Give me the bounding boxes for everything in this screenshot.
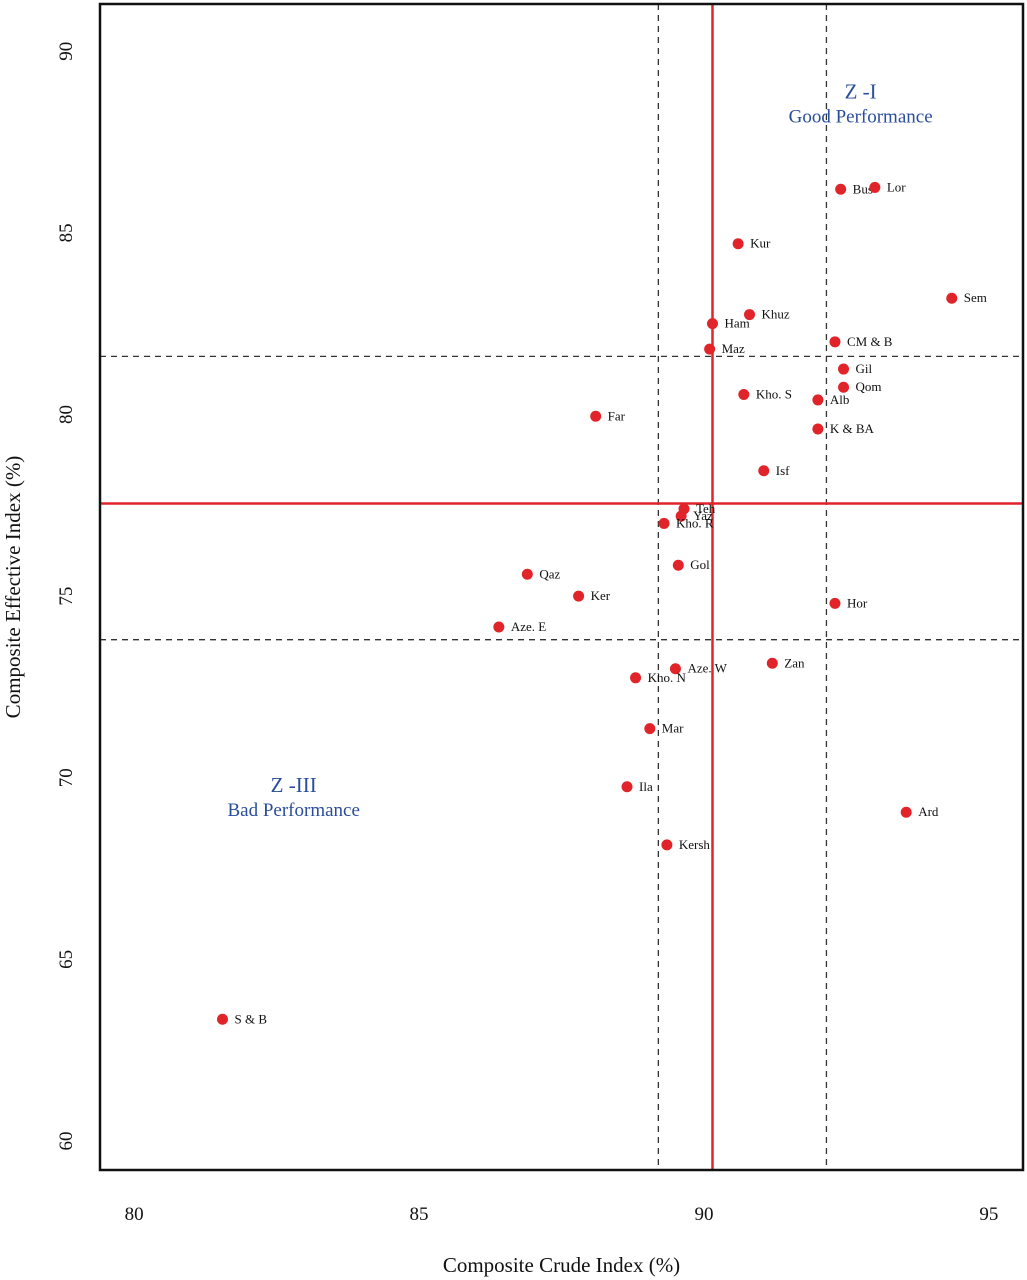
zone-title: Z -III [271,773,317,797]
y-tick-label: 90 [56,42,77,61]
plot-frame [98,2,1025,1172]
point-label: Gil [856,361,873,376]
data-point [900,806,912,818]
data-point [838,363,850,375]
point-label: Kho. S [756,386,792,401]
point-label: Aze. E [511,619,546,634]
y-axis-ticks: 60 65 70 75 80 85 90 [56,42,77,1151]
point-label: Kho. R [676,515,714,530]
data-point [630,672,642,684]
point-label: Yaz [693,508,713,523]
point-label: Kersh [679,837,711,852]
x-axis-title: Composite Crude Index (%) [443,1253,680,1277]
data-point [946,292,958,304]
point-label: Far [608,408,626,423]
data-point [744,309,756,321]
data-point [661,839,673,851]
point-label: K & BA [830,421,875,436]
point-label: Khuz [762,307,790,322]
data-point [838,381,850,393]
y-tick-label: 65 [56,950,77,969]
data-point [590,410,602,422]
y-tick-label: 85 [56,223,77,242]
x-tick-label: 90 [694,1204,713,1225]
data-point [829,597,841,609]
point-label: S & B [234,1011,267,1026]
data-point [672,559,684,571]
y-tick-label: 70 [56,768,77,787]
y-axis-title: Composite Effective Index (%) [1,456,25,719]
point-label: Sem [964,290,987,305]
point-label: Bus [853,181,873,196]
point-label: Maz [722,341,745,356]
point-label: Teh [696,501,716,516]
point-label: Lor [887,179,906,194]
data-point [521,568,533,580]
point-label: Qom [856,379,882,394]
data-point [829,336,841,348]
y-tick-label: 75 [56,587,77,606]
point-label: Kur [750,236,771,251]
point-label: Aze. W [687,661,727,676]
x-tick-label: 80 [125,1204,144,1225]
point-label: Isf [776,463,790,478]
zone-subtitle: Good Performance [789,106,933,127]
point-label: Ard [918,804,939,819]
x-tick-label: 85 [410,1204,429,1225]
data-point [669,663,681,675]
point-label: Ker [591,588,611,603]
y-tick-label: 80 [56,405,77,424]
data-point [216,1013,228,1025]
data-point [706,318,718,330]
data-point [621,781,633,793]
zone-subtitle: Bad Performance [228,800,360,821]
data-point [738,388,750,400]
point-label: Hor [847,595,868,610]
point-label: Zan [784,655,805,670]
data-point [644,723,656,735]
data-point [704,343,716,355]
x-axis-ticks: 80 85 90 95 [125,1204,999,1225]
point-label: Ham [724,316,749,331]
data-point [493,621,505,633]
y-tick-label: 60 [56,1131,77,1150]
point-label: Mar [662,721,684,736]
data-points: Bus Lor Kur Sem Khuz Ham CM & B Maz Gil Qom Kho. S… [216,179,987,1026]
point-label: Gol [690,557,710,572]
data-point [812,423,824,435]
data-point [869,181,881,193]
zone-annotations: Z -I Good Performance Z -III Bad Performanc… [228,79,933,821]
data-point [675,510,687,522]
data-point [758,465,770,477]
data-point [812,394,824,406]
x-tick-label: 95 [979,1204,998,1225]
zone-title: Z -I [845,79,877,103]
data-point [835,183,847,195]
point-label: Kho. N [648,670,687,685]
data-point [658,517,670,529]
point-label: CM & B [847,334,893,349]
data-point [573,590,585,602]
data-point [766,657,778,669]
reference-lines [100,4,1023,1170]
point-label: Qaz [539,566,560,581]
point-label: Alb [830,392,850,407]
data-point [732,238,744,250]
point-label: Ila [639,779,653,794]
